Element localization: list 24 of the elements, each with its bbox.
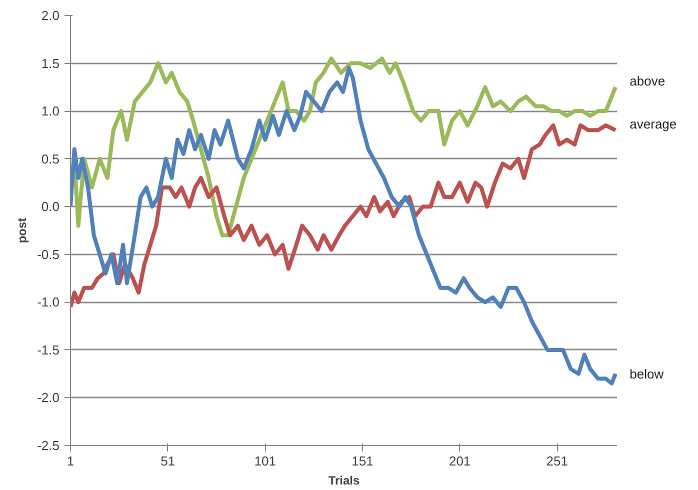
x-tick-label: 101 <box>254 454 276 468</box>
y-tick-label: -1.5 <box>37 342 60 358</box>
x-tick-label: 151 <box>352 454 374 468</box>
y-tick-label: -0.5 <box>37 246 60 262</box>
y-axis-title: post <box>15 218 30 244</box>
y-tick-label: -2.0 <box>37 390 60 406</box>
x-tick-label: 251 <box>546 454 568 468</box>
series-label: average <box>630 116 677 132</box>
x-axis-title: Trials <box>328 474 360 488</box>
x-tick-label: 51 <box>160 454 176 468</box>
series-label: below <box>630 366 664 382</box>
y-tick-label: 0.5 <box>41 151 60 166</box>
y-tick-label: 1.5 <box>41 56 60 71</box>
line-series <box>70 123 617 309</box>
y-tick-label: 2.0 <box>41 8 60 23</box>
x-tick-label: 1 <box>66 454 74 468</box>
y-tick-label: -1.0 <box>37 294 60 310</box>
series-label: above <box>630 74 666 89</box>
line-series <box>70 56 617 238</box>
y-tick-label: -2.5 <box>37 438 60 453</box>
x-tick-label: 201 <box>448 454 471 468</box>
y-tick-label: 1.0 <box>41 104 60 119</box>
y-tick-label: 0.0 <box>41 199 60 214</box>
line-series <box>70 66 617 386</box>
